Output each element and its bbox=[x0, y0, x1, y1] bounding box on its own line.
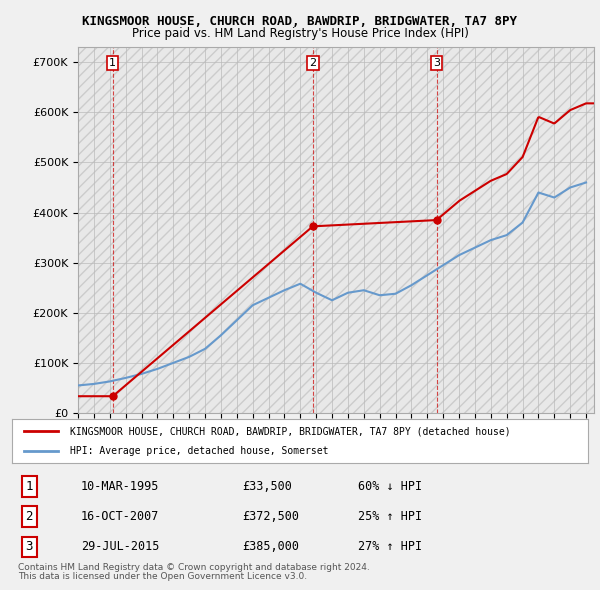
Text: HPI: Average price, detached house, Somerset: HPI: Average price, detached house, Some… bbox=[70, 446, 328, 455]
Text: 25% ↑ HPI: 25% ↑ HPI bbox=[358, 510, 422, 523]
Text: £372,500: £372,500 bbox=[242, 510, 299, 523]
Text: 3: 3 bbox=[433, 58, 440, 68]
Text: 29-JUL-2015: 29-JUL-2015 bbox=[81, 540, 160, 553]
Text: 3: 3 bbox=[26, 540, 33, 553]
Text: 2: 2 bbox=[309, 58, 316, 68]
Text: Price paid vs. HM Land Registry's House Price Index (HPI): Price paid vs. HM Land Registry's House … bbox=[131, 27, 469, 40]
Text: KINGSMOOR HOUSE, CHURCH ROAD, BAWDRIP, BRIDGWATER, TA7 8PY (detached house): KINGSMOOR HOUSE, CHURCH ROAD, BAWDRIP, B… bbox=[70, 427, 510, 436]
Text: This data is licensed under the Open Government Licence v3.0.: This data is licensed under the Open Gov… bbox=[18, 572, 307, 581]
Text: £33,500: £33,500 bbox=[242, 480, 292, 493]
Text: Contains HM Land Registry data © Crown copyright and database right 2024.: Contains HM Land Registry data © Crown c… bbox=[18, 563, 370, 572]
Text: KINGSMOOR HOUSE, CHURCH ROAD, BAWDRIP, BRIDGWATER, TA7 8PY: KINGSMOOR HOUSE, CHURCH ROAD, BAWDRIP, B… bbox=[83, 15, 517, 28]
Text: 2: 2 bbox=[26, 510, 33, 523]
Text: 10-MAR-1995: 10-MAR-1995 bbox=[81, 480, 160, 493]
Text: 16-OCT-2007: 16-OCT-2007 bbox=[81, 510, 160, 523]
Text: £385,000: £385,000 bbox=[242, 540, 299, 553]
Text: 1: 1 bbox=[26, 480, 33, 493]
Text: 1: 1 bbox=[109, 58, 116, 68]
Text: 27% ↑ HPI: 27% ↑ HPI bbox=[358, 540, 422, 553]
Text: 60% ↓ HPI: 60% ↓ HPI bbox=[358, 480, 422, 493]
